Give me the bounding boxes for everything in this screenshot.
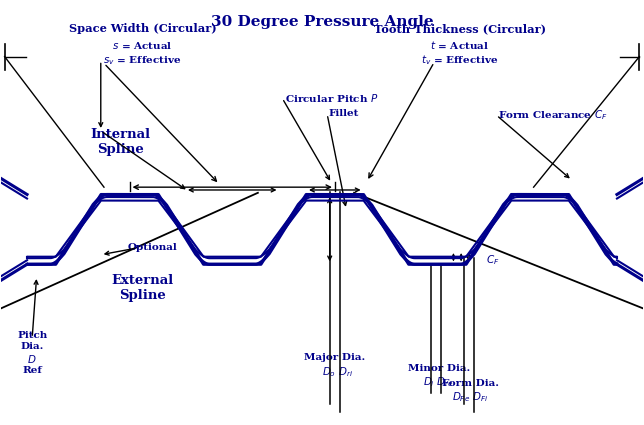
Text: $s$ = Actual: $s$ = Actual <box>112 40 173 51</box>
Text: $D_o$ $D_{ri}$: $D_o$ $D_{ri}$ <box>323 365 354 379</box>
Text: 30 Degree Pressure Angle: 30 Degree Pressure Angle <box>211 15 433 29</box>
Text: Internal
Spline: Internal Spline <box>90 128 150 156</box>
Text: $t_v$ = Effective: $t_v$ = Effective <box>421 54 498 68</box>
Text: Space Width (Circular): Space Width (Circular) <box>68 23 216 34</box>
Text: $D_i$ $D_{re}$: $D_i$ $D_{re}$ <box>423 376 454 389</box>
Text: $C_F$: $C_F$ <box>486 253 500 267</box>
Text: Minor Dia.: Minor Dia. <box>408 364 470 373</box>
Text: Form Clearance $C_F$: Form Clearance $C_F$ <box>498 108 608 122</box>
Text: Optional: Optional <box>128 244 177 252</box>
Text: Circular Pitch $P$: Circular Pitch $P$ <box>285 92 378 104</box>
Text: Fillet: Fillet <box>328 110 359 119</box>
Text: Tooth Thickness (Circular): Tooth Thickness (Circular) <box>374 23 546 34</box>
Text: $t$ = Actual: $t$ = Actual <box>430 39 489 51</box>
Text: Major Dia.: Major Dia. <box>304 353 365 362</box>
Text: Form Dia.: Form Dia. <box>442 379 499 388</box>
Text: $s_v$ = Effective: $s_v$ = Effective <box>103 54 182 67</box>
Text: $D_{Fe}$ $D_{Fi}$: $D_{Fe}$ $D_{Fi}$ <box>453 390 489 404</box>
Text: Pitch
Dia.
$D$
Ref: Pitch Dia. $D$ Ref <box>17 332 47 375</box>
Text: External
Spline: External Spline <box>111 275 174 303</box>
